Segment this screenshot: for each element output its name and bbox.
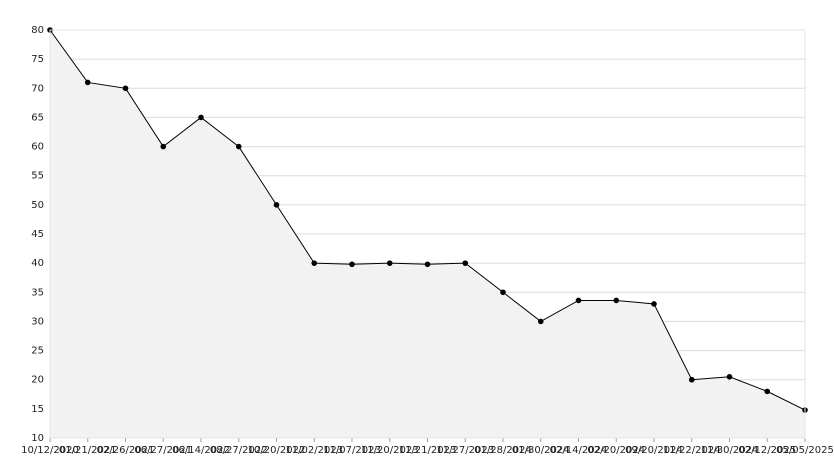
y-tick-label: 45 [31,229,44,240]
marker [386,260,393,266]
y-tick-label: 15 [31,404,44,415]
marker [688,376,695,383]
x-tick-label: 02/12/2025 [738,445,796,456]
y-tick-label: 75 [31,54,44,65]
x-tick-label: 05/05/2025 [776,445,834,456]
marker [160,143,167,150]
marker [613,297,620,304]
marker [235,143,242,150]
x-tick-label: 01/30/2024 [512,445,570,456]
x-tick-label: 06/27/2021 [134,445,192,456]
marker [273,202,280,208]
y-tick-label: 80 [31,25,44,36]
y-tick-label: 65 [31,112,44,123]
marker [311,260,318,266]
x-tick-label: 11/22/2024 [663,445,721,456]
x-tick-label: 11/21/2023 [399,445,457,456]
marker [349,261,355,268]
x-tick-label: 02/20/2024 [587,445,645,456]
x-tick-label: 11/20/2023 [361,445,419,456]
marker [198,114,204,121]
x-tick-label: 11/02/2023 [285,445,343,456]
x-tick-label: 08/27/2022 [210,445,268,456]
y-tick-label: 30 [31,316,44,327]
y-tick-label: 55 [31,171,44,182]
marker [537,318,544,325]
marker [500,289,506,296]
y-tick-label: 60 [31,142,44,153]
marker [726,374,733,380]
area [50,30,805,438]
y-tick-label: 10 [31,433,44,444]
marker [462,260,469,266]
y-tick-label: 70 [31,83,44,94]
x-tick-label: 10/12/2020 [21,445,79,456]
x-tick-label: 11/30/2024 [701,445,759,456]
y-tick-label: 25 [31,346,44,357]
y-tick-label: 35 [31,287,44,298]
x-tick-label: 01/28/2024 [474,445,532,456]
x-tick-label: 10/20/2022 [248,445,306,456]
x-tick-label: 09/20/2024 [625,445,683,456]
x-tick-label: 02/14/2024 [550,445,608,456]
y-tick-label: 20 [31,375,44,386]
marker [651,301,657,307]
marker [84,79,91,86]
marker [424,261,431,268]
marker [764,388,771,395]
x-tick-label: 06/14/2022 [172,445,230,456]
y-tick-label: 50 [31,200,44,211]
marker [122,85,129,92]
y-tick-label: 40 [31,258,44,269]
x-tick-label: 11/27/2023 [436,445,494,456]
x-tick-label: 01/21/2021 [59,445,117,456]
marker [575,297,582,304]
x-tick-label: 11/07/2023 [323,445,381,456]
x-tick-label: 02/26/2021 [97,445,155,456]
plot-frame [49,29,806,439]
